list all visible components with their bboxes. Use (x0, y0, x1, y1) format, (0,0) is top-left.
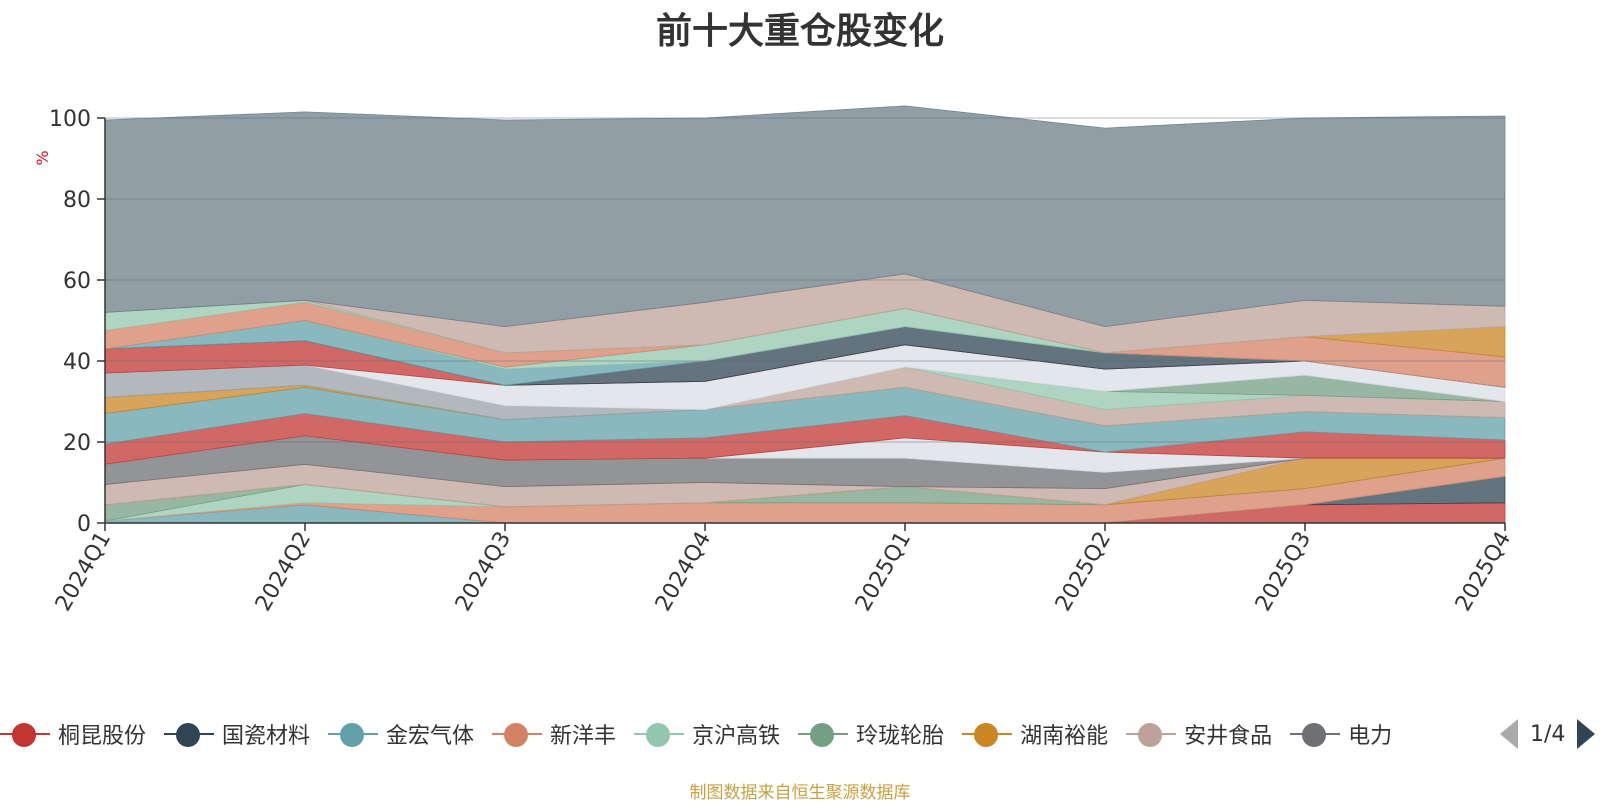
legend-label: 国瓷材料 (222, 724, 311, 749)
legend-swatch-icon (634, 712, 685, 756)
x-tick-label-2025Q4: 2025Q4 (1451, 528, 1516, 616)
legend-label: 湖南裕能 (1020, 724, 1109, 749)
legend-item-5[interactable]: 玲珑轮胎 (798, 712, 944, 756)
legend-swatch-icon (0, 712, 50, 756)
y-tick-label-60: 60 (63, 269, 91, 294)
x-tick-label-2024Q2: 2024Q2 (251, 528, 316, 616)
legend-label: 桐昆股份 (58, 724, 147, 749)
legend-item-6[interactable]: 湖南裕能 (962, 712, 1108, 756)
y-tick-label-100: 100 (49, 107, 91, 132)
legend-swatch-icon (798, 712, 849, 756)
stacked-area-chart: 0 20 40 60 80 100% 2024Q1 2024Q2 2024Q3 2024Q4 202… (33, 105, 1516, 616)
y-tick-label-0: 0 (77, 512, 91, 537)
legend-item-3[interactable]: 新洋丰 (492, 712, 616, 756)
legend-item-2[interactable]: 金宏气体 (328, 712, 474, 756)
legend-swatch-icon (164, 712, 215, 756)
legend-swatch-icon (328, 712, 379, 756)
area-series-26 (104, 105, 1506, 328)
x-tick-label-2025Q1: 2025Q1 (851, 528, 916, 616)
chart-title: 前十大重仓股变化 (655, 11, 944, 52)
legend-page-indicator: 1/4 (1530, 721, 1566, 747)
x-tick-label-2025Q2: 2025Q2 (1051, 528, 1116, 616)
legend-item-8[interactable]: 电力 (1290, 712, 1392, 756)
legend-item-4[interactable]: 京沪高铁 (634, 712, 780, 756)
y-axis-unit-label: % (33, 150, 52, 165)
y-tick-label-80: 80 (63, 188, 91, 213)
legend-pager: 1/4 (1500, 716, 1596, 752)
legend-label: 京沪高铁 (692, 724, 781, 749)
legend-label: 安井食品 (1184, 724, 1273, 749)
legend-swatch-icon (962, 712, 1013, 756)
legend-swatch-icon (492, 712, 543, 756)
y-tick-label-20: 20 (63, 431, 91, 456)
legend: 桐昆股份 国瓷材料 金宏气体 新洋丰 京沪高铁 玲珑轮胎 湖南裕能 安井食品 电力 (0, 712, 1490, 756)
x-tick-label-2025Q3: 2025Q3 (1251, 528, 1316, 616)
legend-label: 电力 (1348, 724, 1393, 749)
y-tick-label-40: 40 (63, 350, 91, 375)
x-tick-label-2024Q4: 2024Q4 (651, 528, 716, 616)
data-source-note: 制图数据来自恒生聚源数据库 (689, 783, 911, 803)
legend-item-0[interactable]: 桐昆股份 (0, 712, 146, 756)
x-tick-label-2024Q1: 2024Q1 (51, 528, 116, 616)
legend-item-1[interactable]: 国瓷材料 (164, 712, 310, 756)
legend-item-7[interactable]: 安井食品 (1126, 712, 1272, 756)
legend-prev-page-icon[interactable] (1500, 719, 1518, 749)
legend-swatch-icon (1290, 712, 1341, 756)
x-tick-label-2024Q3: 2024Q3 (451, 528, 516, 616)
legend-label: 玲珑轮胎 (856, 724, 945, 749)
legend-next-page-icon[interactable] (1577, 719, 1596, 749)
legend-label: 新洋丰 (550, 724, 617, 749)
legend-label: 金宏气体 (386, 724, 475, 749)
legend-swatch-icon (1126, 712, 1177, 756)
